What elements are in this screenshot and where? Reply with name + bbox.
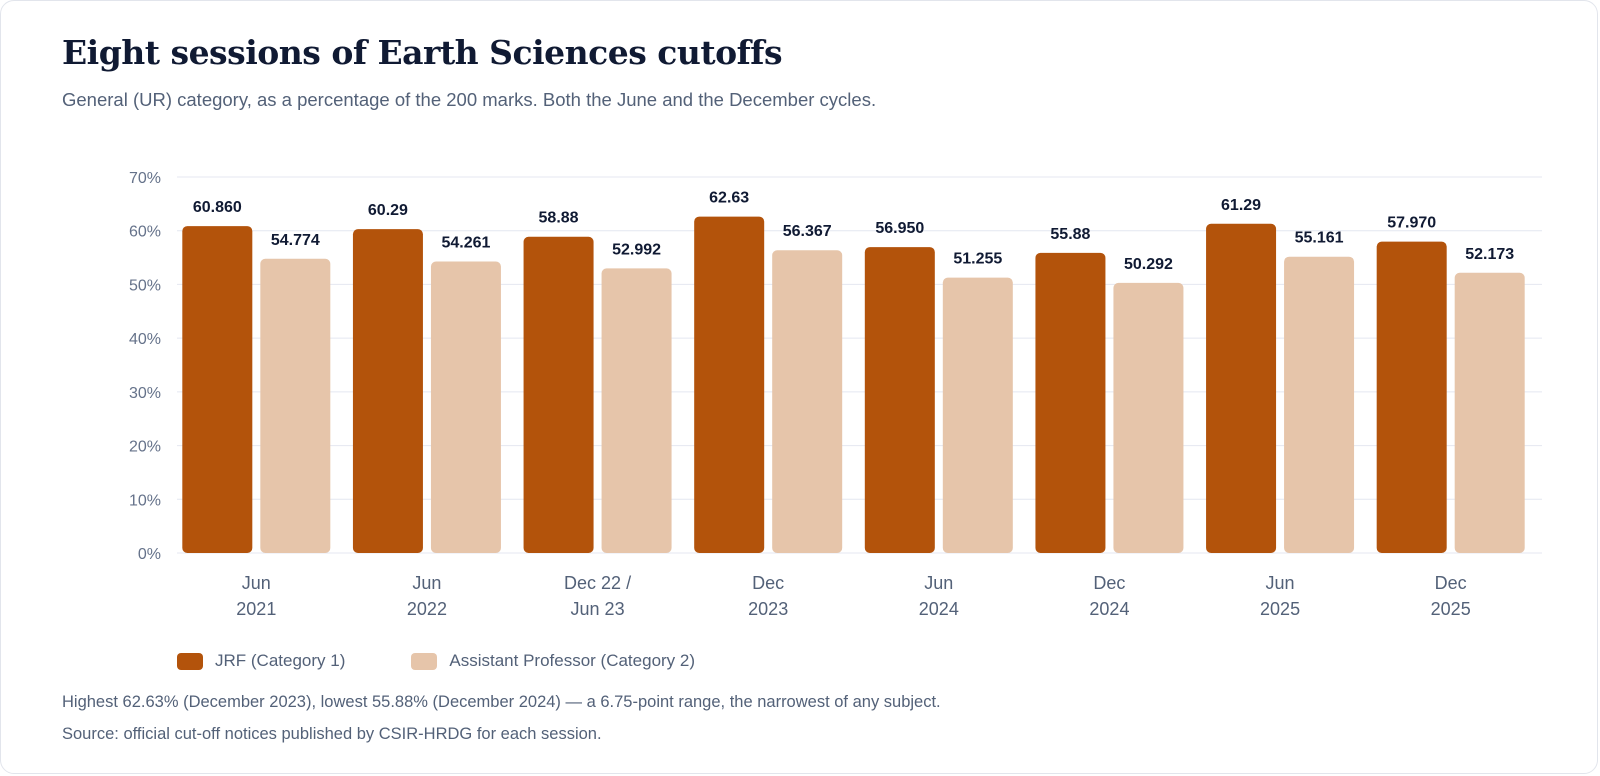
chart-subtitle: General (UR) category, as a percentage o… <box>62 89 877 110</box>
y-tick-label: 70% <box>129 170 161 187</box>
bar-chart: 0% 10% 20% 30% 40% 50% 60% 70% 60.860 54.774 Jun 20… <box>129 170 1542 619</box>
x-tick-label: 2021 <box>236 599 276 619</box>
bar-jrf <box>352 229 423 554</box>
data-label: 55.88 <box>1050 226 1090 243</box>
x-tick-label: 2025 <box>1431 599 1471 619</box>
bar-jrf <box>182 226 253 554</box>
bar-jrf <box>694 216 765 553</box>
x-tick-label: 2022 <box>407 599 447 619</box>
y-tick-label: 30% <box>129 385 161 402</box>
x-tick-label: Jun <box>242 573 271 593</box>
x-tick-label: Jun <box>924 573 953 593</box>
data-label: 51.255 <box>953 251 1002 268</box>
x-tick-label: 2023 <box>748 599 788 619</box>
x-tick-label: 2025 <box>1260 599 1300 619</box>
bar-ap <box>772 250 843 553</box>
data-label: 62.63 <box>709 190 749 207</box>
legend-swatch-jrf <box>177 652 203 670</box>
x-tick-label: 2024 <box>1089 599 1129 619</box>
legend-item-ap: Assistant Professor (Category 2) <box>411 651 695 671</box>
data-label: 52.992 <box>612 241 661 258</box>
legend-label-ap: Assistant Professor (Category 2) <box>449 651 696 670</box>
bar-ap <box>1454 272 1525 553</box>
legend-item-jrf: JRF (Category 1) <box>177 651 345 671</box>
data-label: 56.950 <box>875 220 924 237</box>
data-label: 58.88 <box>539 210 579 227</box>
x-tick-label: Dec <box>1435 573 1467 593</box>
source-note: Source: official cut-off notices publish… <box>62 725 602 743</box>
chart-title: Eight sessions of Earth Sciences cutoffs <box>62 33 783 72</box>
bar-ap <box>1113 282 1184 553</box>
legend: JRF (Category 1) Assistant Professor (Ca… <box>177 651 695 671</box>
x-tick-label: Dec 22 / <box>564 573 631 593</box>
data-label: 60.860 <box>193 199 242 216</box>
bar-ap <box>1284 256 1355 553</box>
x-tick-label: Dec <box>1093 573 1125 593</box>
y-tick-label: 40% <box>129 331 161 348</box>
y-tick-label: 0% <box>138 546 161 563</box>
bar-ap <box>260 258 331 553</box>
bar-ap <box>601 268 672 553</box>
bar-ap <box>942 277 1013 553</box>
bar-jrf <box>1376 241 1447 553</box>
data-label: 61.29 <box>1221 197 1261 214</box>
legend-swatch-ap <box>411 652 438 670</box>
bar-ap <box>430 261 501 553</box>
y-tick-label: 60% <box>129 224 161 241</box>
y-tick-label: 50% <box>129 277 161 294</box>
x-tick-label: Jun <box>412 573 441 593</box>
bar-jrf <box>1035 252 1106 553</box>
data-label: 57.970 <box>1387 215 1436 232</box>
bar-jrf <box>1206 223 1277 553</box>
bar-jrf <box>523 236 594 553</box>
y-tick-label: 10% <box>129 492 161 509</box>
x-tick-label: Jun 23 <box>571 599 625 619</box>
legend-label-jrf: JRF (Category 1) <box>215 651 346 670</box>
data-label: 54.261 <box>441 235 490 252</box>
y-tick-label: 20% <box>129 439 161 456</box>
data-label: 60.29 <box>368 202 408 219</box>
bar-jrf <box>864 247 935 553</box>
x-tick-label: Jun <box>1266 573 1295 593</box>
summary-note: Highest 62.63% (December 2023), lowest 5… <box>62 693 941 711</box>
data-label: 50.292 <box>1124 256 1173 273</box>
x-tick-label: 2024 <box>919 599 959 619</box>
data-label: 56.367 <box>783 223 832 240</box>
x-tick-label: Dec <box>752 573 784 593</box>
data-label: 54.774 <box>271 232 320 249</box>
data-label: 52.173 <box>1465 246 1514 263</box>
data-label: 55.161 <box>1295 230 1344 247</box>
